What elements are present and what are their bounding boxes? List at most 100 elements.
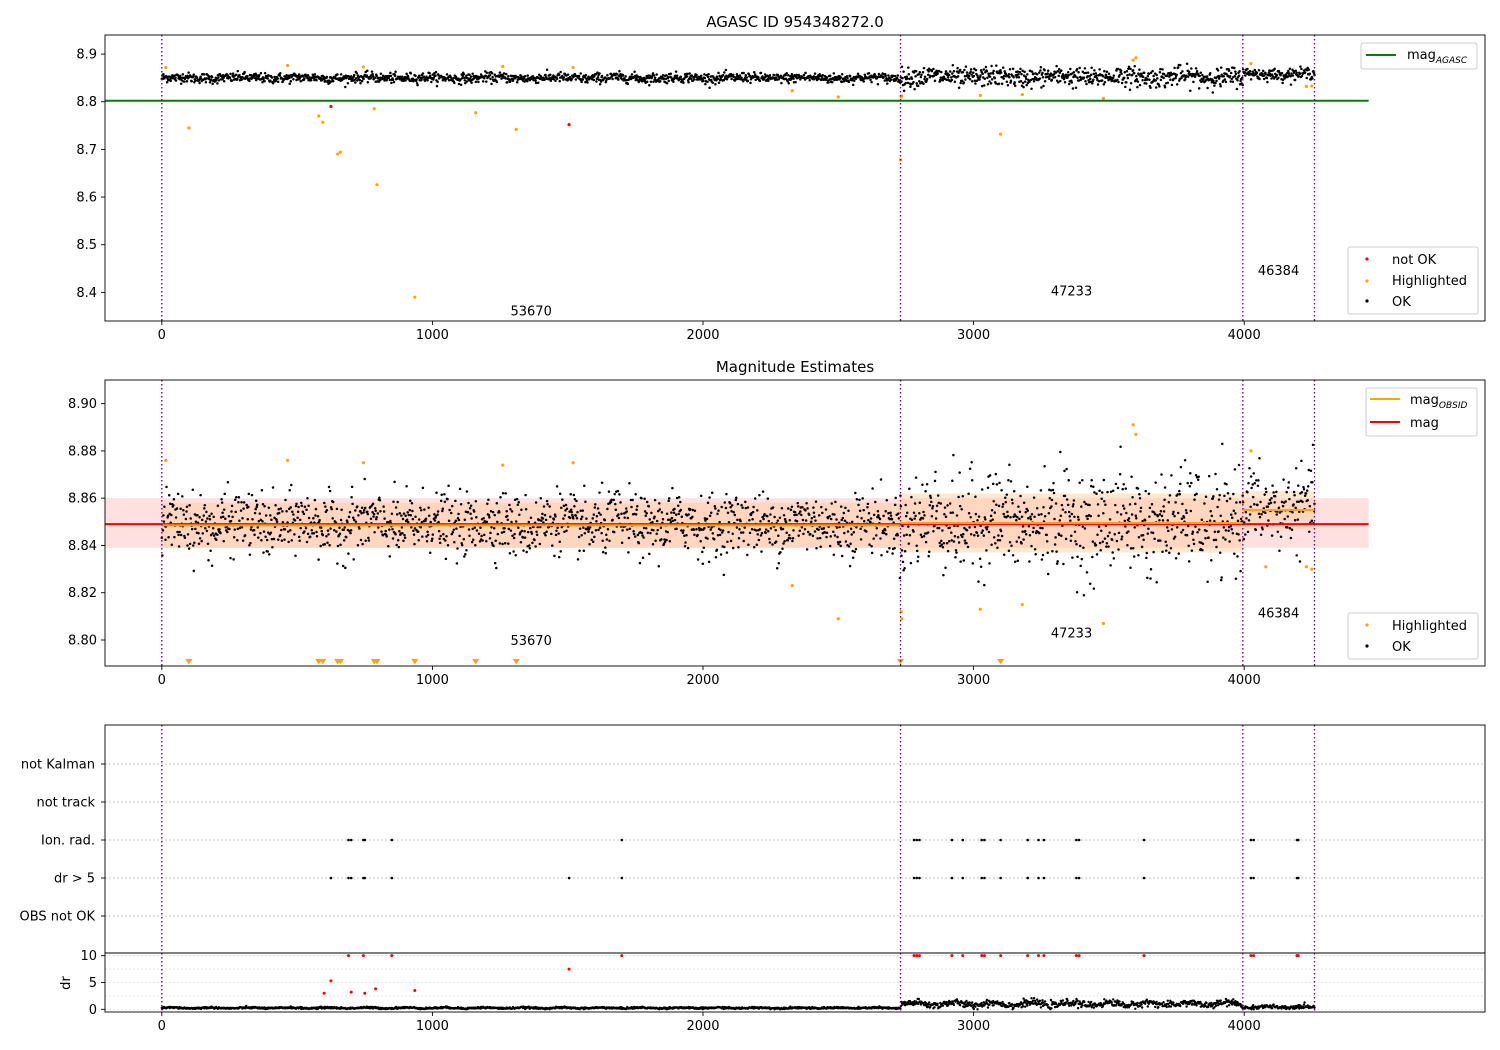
ok-point: [687, 513, 690, 516]
ok-point: [267, 506, 271, 509]
ok-point: [473, 526, 477, 529]
ok-point: [1194, 73, 1197, 77]
ok-point: [1111, 551, 1114, 554]
ok-point: [875, 527, 879, 530]
ok-point: [321, 533, 325, 537]
ok-point: [1121, 487, 1124, 491]
ok-point: [869, 521, 872, 524]
ok-point: [573, 505, 576, 508]
ok-point: [385, 535, 388, 538]
ok-point: [916, 559, 919, 563]
ok-point: [1226, 491, 1230, 495]
ok-point: [374, 509, 377, 512]
ok-point: [299, 526, 302, 530]
ok-point: [981, 529, 984, 532]
ok-point: [978, 78, 981, 81]
ok-point: [1297, 75, 1301, 78]
ok-point: [401, 75, 404, 79]
ok-point: [650, 76, 654, 79]
ok-point: [1190, 67, 1193, 70]
ok-point: [825, 535, 828, 539]
ok-point: [792, 529, 795, 532]
ok-point: [428, 74, 432, 78]
ok-point: [1248, 467, 1251, 470]
ok-point: [942, 541, 946, 545]
ok-point: [1227, 69, 1231, 73]
ok-point: [204, 520, 208, 523]
ok-point: [1292, 71, 1296, 74]
ok-point: [300, 504, 304, 508]
ok-point: [410, 502, 414, 505]
ok-point: [670, 511, 673, 514]
ok-point: [421, 486, 425, 490]
ok-point: [798, 529, 802, 532]
ok-point: [807, 513, 811, 516]
ok-point: [1207, 536, 1210, 539]
ok-point: [1138, 68, 1141, 71]
ok-point: [882, 75, 885, 79]
ok-point: [592, 513, 596, 516]
ok-point: [355, 77, 358, 80]
ok-point: [1276, 530, 1280, 534]
ok-point: [404, 79, 407, 82]
ok-point: [1139, 510, 1142, 513]
ok-point: [526, 74, 529, 77]
ok-point: [799, 510, 802, 513]
ok-point: [279, 533, 282, 537]
ok-point: [415, 81, 419, 85]
ok-point: [817, 514, 821, 517]
ok-point: [992, 536, 996, 539]
ok-point: [981, 72, 984, 76]
ok-point: [885, 498, 889, 502]
ok-point: [663, 538, 666, 541]
ok-point: [1082, 594, 1086, 597]
ok-point: [184, 517, 188, 521]
ok-point: [572, 493, 576, 497]
ok-point: [1219, 578, 1223, 582]
ok-point: [924, 489, 927, 493]
ok-point: [703, 76, 707, 80]
ok-point: [1018, 71, 1022, 74]
ok-point: [274, 504, 277, 507]
ok-point: [1017, 536, 1021, 539]
obsid-label: 46384: [1258, 607, 1299, 622]
ok-point: [998, 539, 1002, 542]
ok-point: [1170, 528, 1174, 531]
ok-point: [279, 507, 283, 510]
ok-point: [1066, 503, 1070, 507]
ok-point: [653, 76, 657, 79]
ok-point: [983, 84, 986, 87]
ok-point: [454, 519, 458, 522]
ok-point: [771, 506, 775, 509]
ok-point: [1204, 536, 1207, 540]
ok-point: [595, 519, 598, 523]
ok-point: [830, 502, 833, 505]
ok-point: [388, 78, 392, 82]
ok-point: [1231, 531, 1235, 535]
ok-point: [744, 74, 748, 77]
ok-point: [360, 506, 364, 510]
flag-point: [567, 876, 571, 880]
ok-point: [1151, 531, 1155, 535]
ok-point: [1149, 71, 1153, 74]
ok-point: [161, 529, 165, 532]
ok-point: [637, 541, 641, 545]
not-ok-point: [567, 123, 571, 127]
ok-point: [748, 519, 751, 522]
ok-point: [1229, 524, 1232, 528]
ok-point: [1000, 488, 1003, 492]
ok-point: [944, 70, 948, 73]
ok-point: [1253, 68, 1257, 72]
ok-point: [335, 530, 338, 533]
ok-point: [684, 541, 687, 544]
ok-point: [777, 562, 781, 565]
ok-point: [437, 529, 441, 533]
ok-point: [405, 518, 409, 521]
ok-point: [856, 515, 859, 519]
ok-point: [926, 73, 930, 77]
ok-point: [717, 509, 720, 512]
ok-point: [1241, 500, 1245, 504]
ok-point: [420, 521, 424, 524]
below-range-marker: [319, 659, 327, 665]
ok-point: [1308, 530, 1311, 533]
